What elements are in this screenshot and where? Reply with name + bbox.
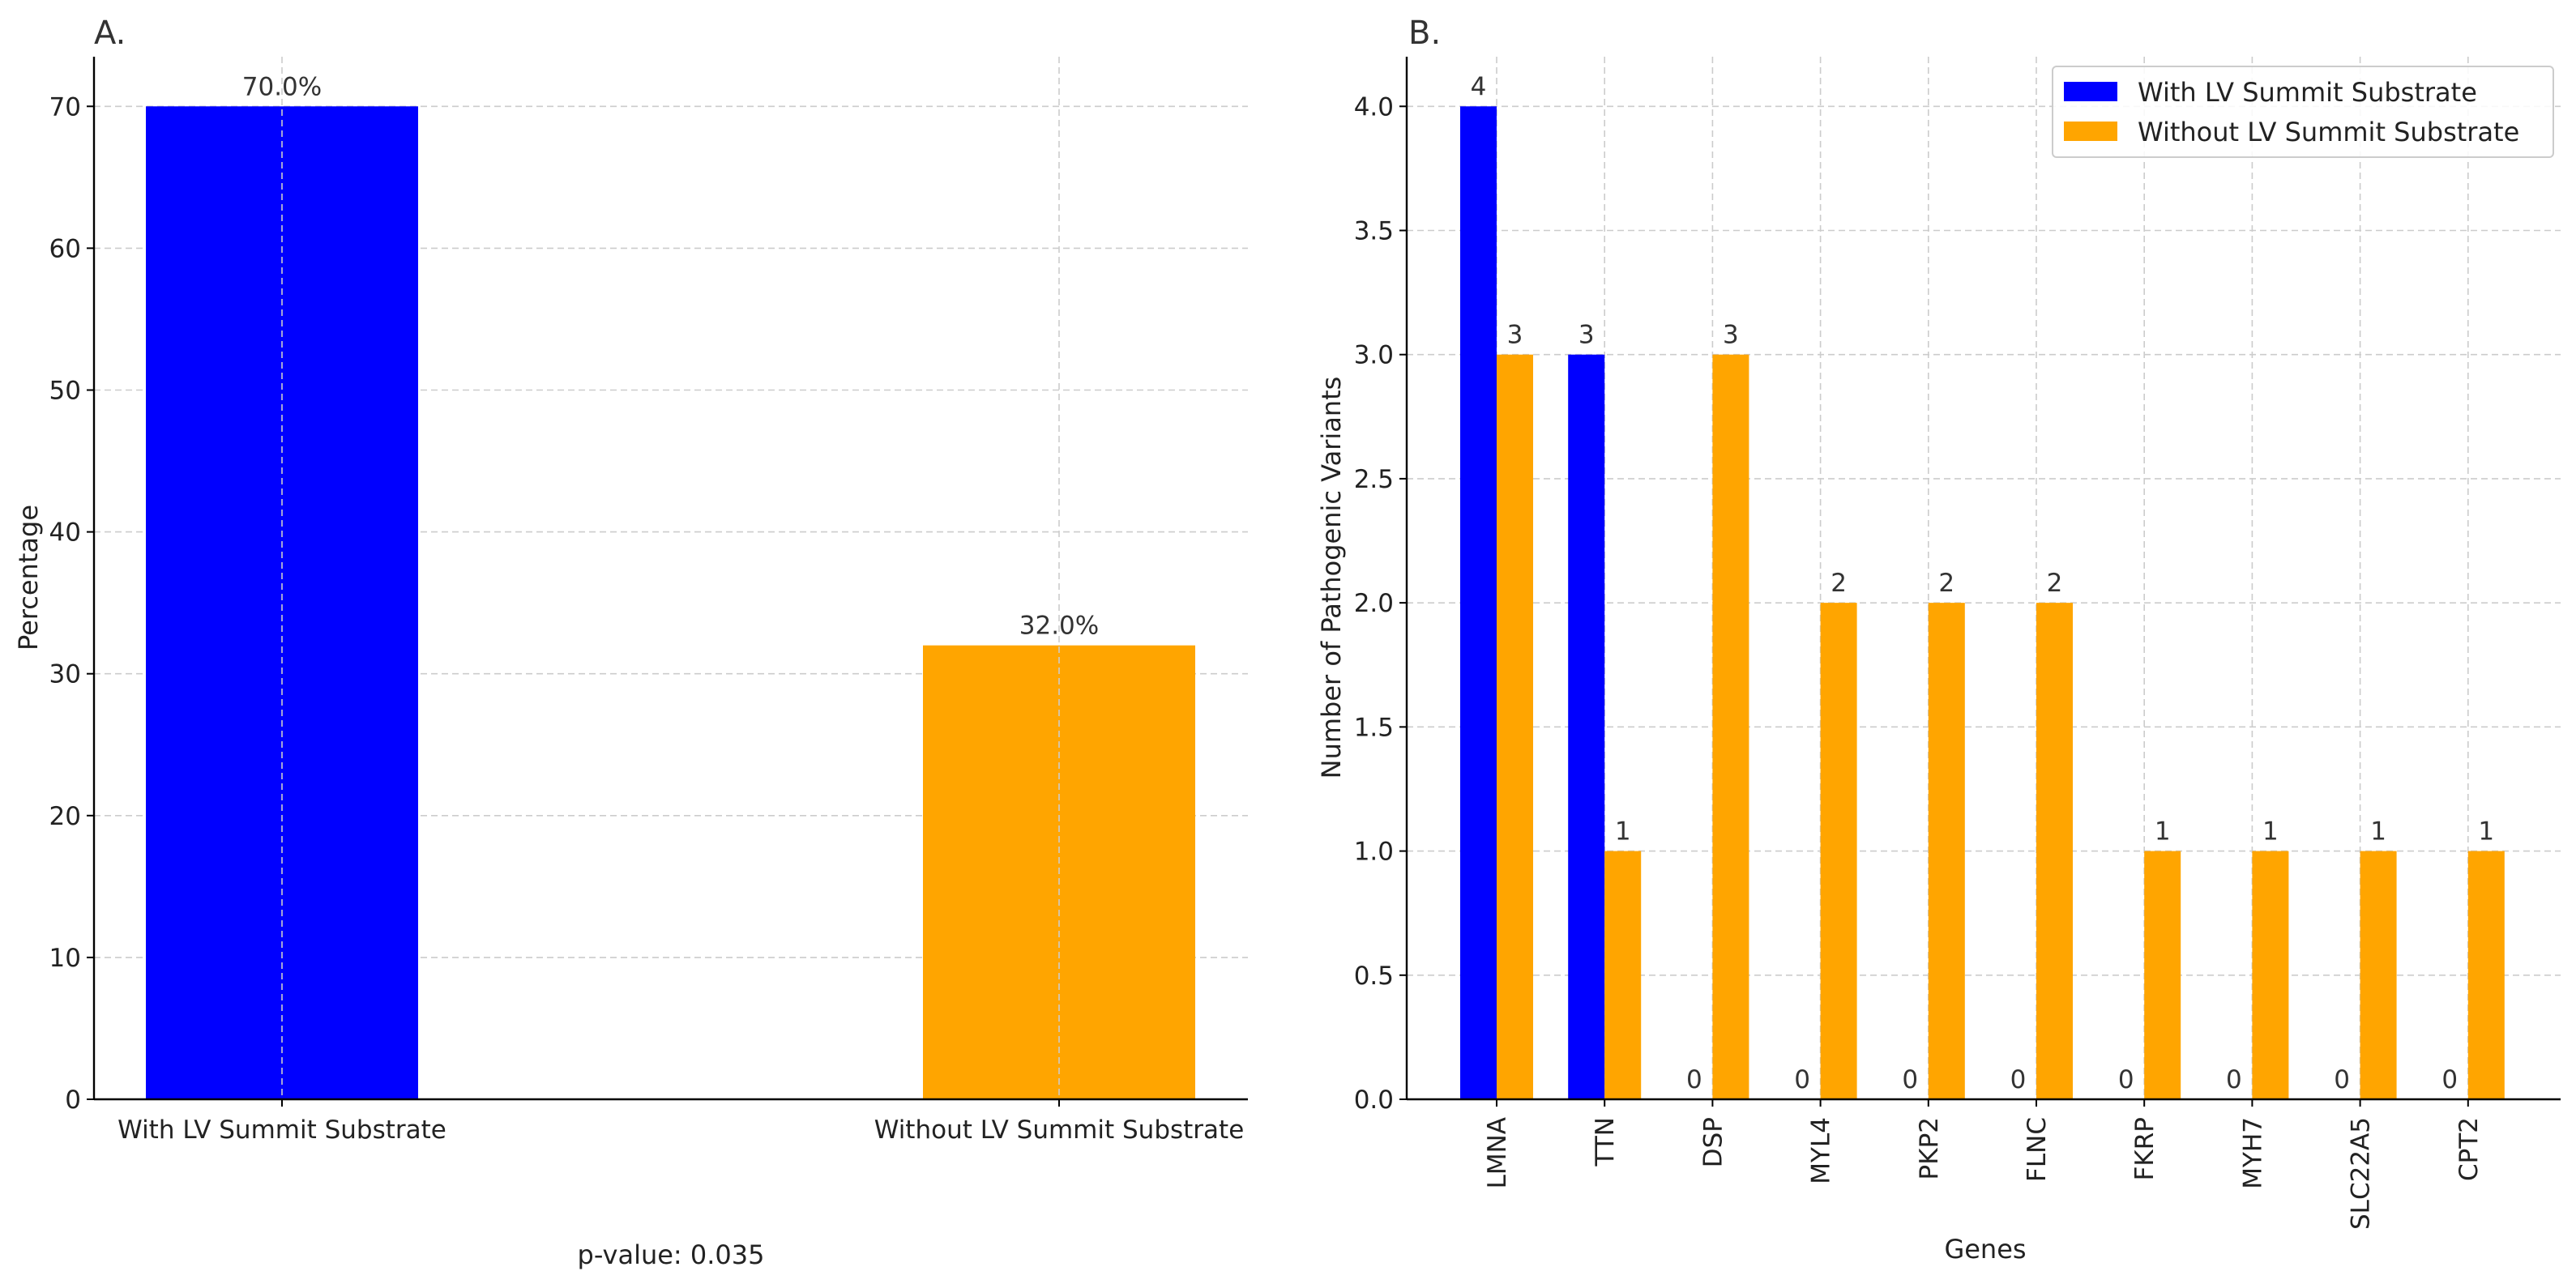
bar-value-label: 0 xyxy=(1686,1065,1702,1094)
legend-swatch xyxy=(2064,82,2117,101)
y-tick-label: 2.5 xyxy=(1354,465,1394,494)
y-tick-label: 0 xyxy=(65,1086,81,1115)
x-tick-label: FLNC xyxy=(2023,1117,2052,1182)
x-tick-label: TTN xyxy=(1591,1117,1620,1167)
bar xyxy=(1712,354,1749,1099)
bar-value-label: 2 xyxy=(2047,569,2063,598)
y-tick-label: 4.0 xyxy=(1354,92,1394,122)
y-tick-label: 60 xyxy=(49,234,81,263)
y-tick-label: 0.5 xyxy=(1354,962,1394,991)
bar-value-label: 0 xyxy=(2010,1065,2027,1094)
bar xyxy=(1928,603,1965,1099)
legend-entry-label: Without LV Summit Substrate xyxy=(2138,117,2519,147)
y-tick-label: 1.5 xyxy=(1354,713,1394,742)
x-axis-label: Genes xyxy=(1944,1234,2026,1265)
y-tick-label: 1.0 xyxy=(1354,838,1394,867)
bar-value-label: 70.0% xyxy=(242,72,322,101)
panel-a-chart: A. 0 10 20 30 40 50 60 70 70.0% With LV Summit Sub… xyxy=(13,15,1248,1270)
bar-value-label: 0 xyxy=(2441,1065,2458,1094)
bar-value-label: 1 xyxy=(2370,817,2386,847)
bar-value-label: 3 xyxy=(1507,321,1523,350)
x-tick-label: MYL4 xyxy=(1807,1117,1836,1184)
panel-a-title: A. xyxy=(94,15,126,52)
bar xyxy=(146,106,418,1099)
x-tick-label: MYH7 xyxy=(2238,1117,2267,1189)
bar xyxy=(1820,603,1857,1099)
y-tick-label: 3.5 xyxy=(1354,217,1394,246)
legend-entry-label: With LV Summit Substrate xyxy=(2138,77,2477,108)
bar-value-label: 1 xyxy=(2262,817,2279,847)
bar-value-label: 0 xyxy=(2226,1065,2242,1094)
p-value-annotation: p-value: 0.035 xyxy=(578,1239,765,1270)
panel-b-chart: B. 0.0 0.5 1.0 1.5 2.0 2.5 3.0 3.5 4.0 4 3 0 0 0 0 0 0 0 0 3… xyxy=(1316,15,2561,1265)
bar xyxy=(1568,354,1605,1099)
y-tick-label: 10 xyxy=(49,944,81,973)
bar-value-label: 1 xyxy=(1615,817,1631,847)
x-tick-label: LMNA xyxy=(1483,1117,1512,1188)
y-tick-label: 30 xyxy=(49,660,81,689)
x-tick-label: PKP2 xyxy=(1915,1117,1944,1179)
bar-value-label: 0 xyxy=(1902,1065,1918,1094)
bar-value-label: 4 xyxy=(1471,72,1487,101)
bar-value-label: 0 xyxy=(1794,1065,1810,1094)
x-tick-label: Without LV Summit Substrate xyxy=(874,1116,1245,1145)
x-tick-label: SLC22A5 xyxy=(2347,1117,2376,1230)
bar-value-label: 1 xyxy=(2155,817,2171,847)
y-axis-label: Number of Pathogenic Variants xyxy=(1316,377,1347,779)
bar-value-label: 3 xyxy=(1578,321,1595,350)
y-tick-label: 70 xyxy=(49,92,81,122)
bar xyxy=(2467,851,2505,1099)
y-tick-label: 0.0 xyxy=(1354,1086,1394,1115)
x-tick-label: DSP xyxy=(1698,1117,1728,1167)
y-tick-label: 2.0 xyxy=(1354,589,1394,618)
y-tick-label: 3.0 xyxy=(1354,341,1394,370)
bar-value-label: 0 xyxy=(2118,1065,2134,1094)
bar-value-label: 2 xyxy=(1938,569,1954,598)
legend-box xyxy=(2052,66,2554,158)
x-tick-label: With LV Summit Substrate xyxy=(117,1116,446,1145)
bar-value-label: 0 xyxy=(2334,1065,2350,1094)
bar xyxy=(1460,106,1497,1099)
bar-value-label: 3 xyxy=(1723,321,1739,350)
panel-b-title: B. xyxy=(1408,15,1441,52)
y-tick-label: 20 xyxy=(49,802,81,831)
bar xyxy=(1497,354,1533,1099)
legend: With LV Summit Substrate Without LV Summi… xyxy=(2052,66,2554,158)
x-tick-label: CPT2 xyxy=(2454,1117,2484,1181)
bar-value-label: 1 xyxy=(2478,817,2494,847)
bar xyxy=(2036,603,2073,1099)
y-tick-label: 50 xyxy=(49,376,81,405)
bar xyxy=(1604,851,1642,1099)
bar xyxy=(2144,851,2181,1099)
bar xyxy=(2360,851,2397,1099)
y-axis-label: Percentage xyxy=(13,505,44,651)
bar-value-label: 32.0% xyxy=(1019,612,1099,641)
bar xyxy=(2252,851,2289,1099)
y-tick-label: 40 xyxy=(49,518,81,548)
bar-value-label: 2 xyxy=(1831,569,1847,598)
legend-swatch xyxy=(2064,122,2117,141)
x-tick-label: FKRP xyxy=(2130,1117,2159,1180)
